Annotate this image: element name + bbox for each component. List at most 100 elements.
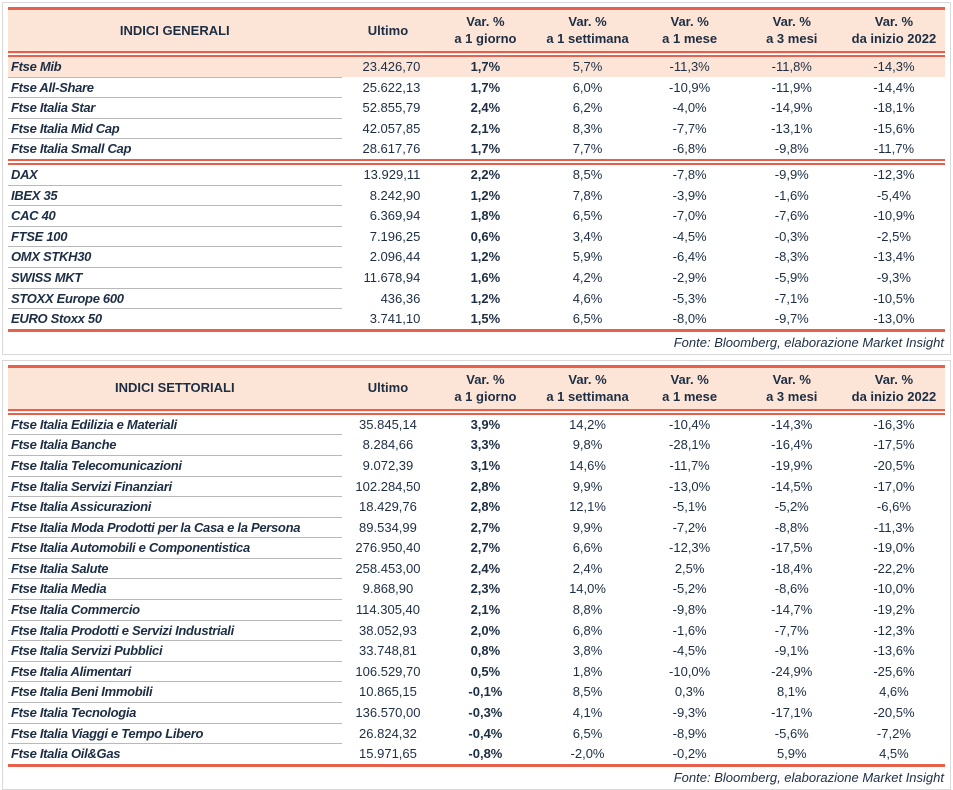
header-row: INDICI SETTORIALI Ultimo Var. % a 1 gior…: [8, 364, 945, 415]
column-header-var-1m: Var. % a 1 mese: [638, 364, 741, 415]
variation-value: -5,6%: [774, 725, 809, 741]
var-label: Var. %: [670, 14, 709, 29]
variation-value: -9,8%: [672, 602, 707, 618]
variation-value: 1,2%: [470, 290, 501, 306]
variation-value: 1,8%: [572, 663, 603, 679]
variation-value: -17,0%: [873, 478, 915, 494]
column-header-var-3m: Var. % a 3 mesi: [740, 7, 843, 57]
table-row: FTSE 100 7.196,25 0,6% 3,4% -4,5% -0,3% -2,5%: [8, 226, 945, 248]
variation-value: 9,9%: [572, 519, 603, 535]
variation-value: 6,8%: [572, 622, 603, 638]
variation-value: 2,1%: [470, 120, 501, 136]
variation-value: 14,2%: [569, 416, 606, 432]
variation-value: 8,8%: [572, 602, 603, 618]
variation-value: -11,8%: [740, 54, 843, 78]
table-row: Ftse Italia Mid Cap 42.057,85 2,1% 8,3% -7,7…: [8, 118, 945, 140]
variation-value: -19,9%: [771, 457, 813, 473]
variation-value: -3,9%: [672, 187, 707, 203]
last-price-value: 35.845,14: [359, 416, 417, 432]
general-indices-table: INDICI GENERALI Ultimo Var. % a 1 giorno…: [8, 7, 945, 332]
last-price-value: 38.052,93: [359, 622, 417, 638]
index-name: Ftse Italia Oil&Gas: [8, 743, 342, 767]
period-label: da inizio 2022: [851, 31, 937, 46]
column-header-var-1d: Var. % a 1 giorno: [434, 364, 537, 415]
table-row: Ftse Italia Star 52.855,79 2,4% 6,2% -4,0% -1…: [8, 97, 945, 119]
last-price-value: 9.072,39: [362, 457, 414, 473]
variation-value: 3,3%: [470, 437, 501, 453]
general-indices-header: INDICI GENERALI Ultimo Var. % a 1 giorno…: [8, 7, 945, 57]
last-price-value: 33.748,81: [359, 643, 417, 659]
variation-value: -7,0%: [672, 208, 707, 224]
variation-value: 4,5%: [842, 743, 945, 767]
variation-value: -1,6%: [672, 622, 707, 638]
general-indices-table-block: INDICI GENERALI Ultimo Var. % a 1 giorno…: [2, 2, 951, 355]
last-price-value: 436,36: [380, 290, 421, 306]
variation-value: 7,7%: [572, 141, 603, 157]
variation-value: -7,2%: [876, 725, 911, 741]
table-row: Ftse Italia Oil&Gas 15.971,65 -0,8% -2,0% -0…: [8, 743, 945, 767]
variation-value: -0,1%: [468, 684, 503, 700]
variation-value: -9,9%: [740, 158, 843, 186]
variation-value: -14,5%: [771, 478, 813, 494]
index-name: Ftse Italia Servizi Finanziari: [8, 476, 342, 498]
variation-value: 3,4%: [572, 228, 603, 244]
variation-value: -0,3%: [468, 705, 503, 721]
variation-value: 4,1%: [572, 705, 603, 721]
variation-value: 1,8%: [470, 208, 501, 224]
variation-value: 2,4%: [470, 100, 501, 116]
index-name: Ftse All-Share: [8, 77, 342, 99]
variation-value: -8,9%: [672, 725, 707, 741]
column-header-var-1d: Var. % a 1 giorno: [434, 7, 537, 57]
table-row: CAC 40 6.369,94 1,8% 6,5% -7,0% -7,6% -10,9%: [8, 205, 945, 227]
last-price-value: 258.453,00: [355, 560, 421, 576]
var-label: Var. %: [772, 14, 811, 29]
general-indices-rows: Ftse Mib 23.426,70 1,7% 5,7% -11,3% -11,8% -14…: [8, 54, 945, 332]
last-price-value: 11.678,94: [363, 269, 421, 285]
last-price-value: 15.971,65: [341, 743, 435, 767]
variation-value: -5,1%: [672, 499, 707, 515]
column-header-ultimo: Ultimo: [341, 364, 435, 415]
sector-indices-header: INDICI SETTORIALI Ultimo Var. % a 1 gior…: [8, 364, 945, 415]
variation-value: 2,5%: [674, 560, 705, 576]
last-price-value: 6.369,94: [369, 208, 421, 224]
index-name: Ftse Mib: [8, 54, 342, 78]
variation-value: 9,9%: [572, 478, 603, 494]
index-name: Ftse Italia Telecomunicazioni: [8, 455, 342, 477]
table-row: SWISS MKT 11.678,94 1,6% 4,2% -2,9% -5,9% -9,3…: [8, 267, 945, 289]
variation-value: 1,7%: [470, 79, 501, 95]
index-name: Ftse Italia Assicurazioni: [8, 496, 342, 518]
variation-value: -17,5%: [771, 540, 813, 556]
var-label: Var. %: [874, 371, 914, 387]
index-name: Ftse Italia Prodotti e Servizi Industria…: [8, 620, 342, 642]
variation-value: -24,9%: [771, 663, 813, 679]
variation-value: 1,7%: [434, 54, 537, 78]
variation-value: -1,6%: [774, 187, 809, 203]
variation-value: -7,6%: [774, 208, 809, 224]
last-price-value: 2.096,44: [369, 249, 421, 265]
variation-value: 14,6%: [569, 457, 606, 473]
variation-value: 1,2%: [470, 187, 501, 203]
table-title: INDICI GENERALI: [8, 7, 342, 57]
table-title: INDICI SETTORIALI: [8, 364, 342, 415]
variation-value: -8,3%: [774, 249, 809, 265]
period-label: a 1 mese: [662, 31, 718, 46]
variation-value: -16,4%: [771, 437, 813, 453]
variation-value: 2,4%: [470, 560, 501, 576]
index-name: CAC 40: [8, 205, 342, 227]
variation-value: -11,3%: [873, 519, 915, 535]
table-row: Ftse Italia Banche 8.284,66 3,3% 9,8% -28,1%…: [8, 434, 945, 456]
variation-value: -19,0%: [873, 540, 915, 556]
variation-value: 5,9%: [572, 249, 603, 265]
variation-value: 0,8%: [470, 643, 501, 659]
last-price-value: 13.929,11: [341, 158, 435, 186]
variation-value: -11,3%: [638, 54, 741, 78]
period-label: a 3 mesi: [766, 388, 818, 404]
table-row: IBEX 35 8.242,90 1,2% 7,8% -3,9% -1,6% -5,4%: [8, 185, 945, 207]
variation-value: -6,4%: [672, 249, 707, 265]
var-label: Var. %: [568, 371, 607, 387]
variation-value: -5,2%: [672, 581, 707, 597]
table-row: DAX 13.929,11 2,2% 8,5% -7,8% -9,9% -12,3%: [8, 158, 945, 186]
variation-value: 2,8%: [470, 499, 501, 515]
variation-value: 0,6%: [470, 228, 501, 244]
variation-value: -9,1%: [774, 643, 809, 659]
